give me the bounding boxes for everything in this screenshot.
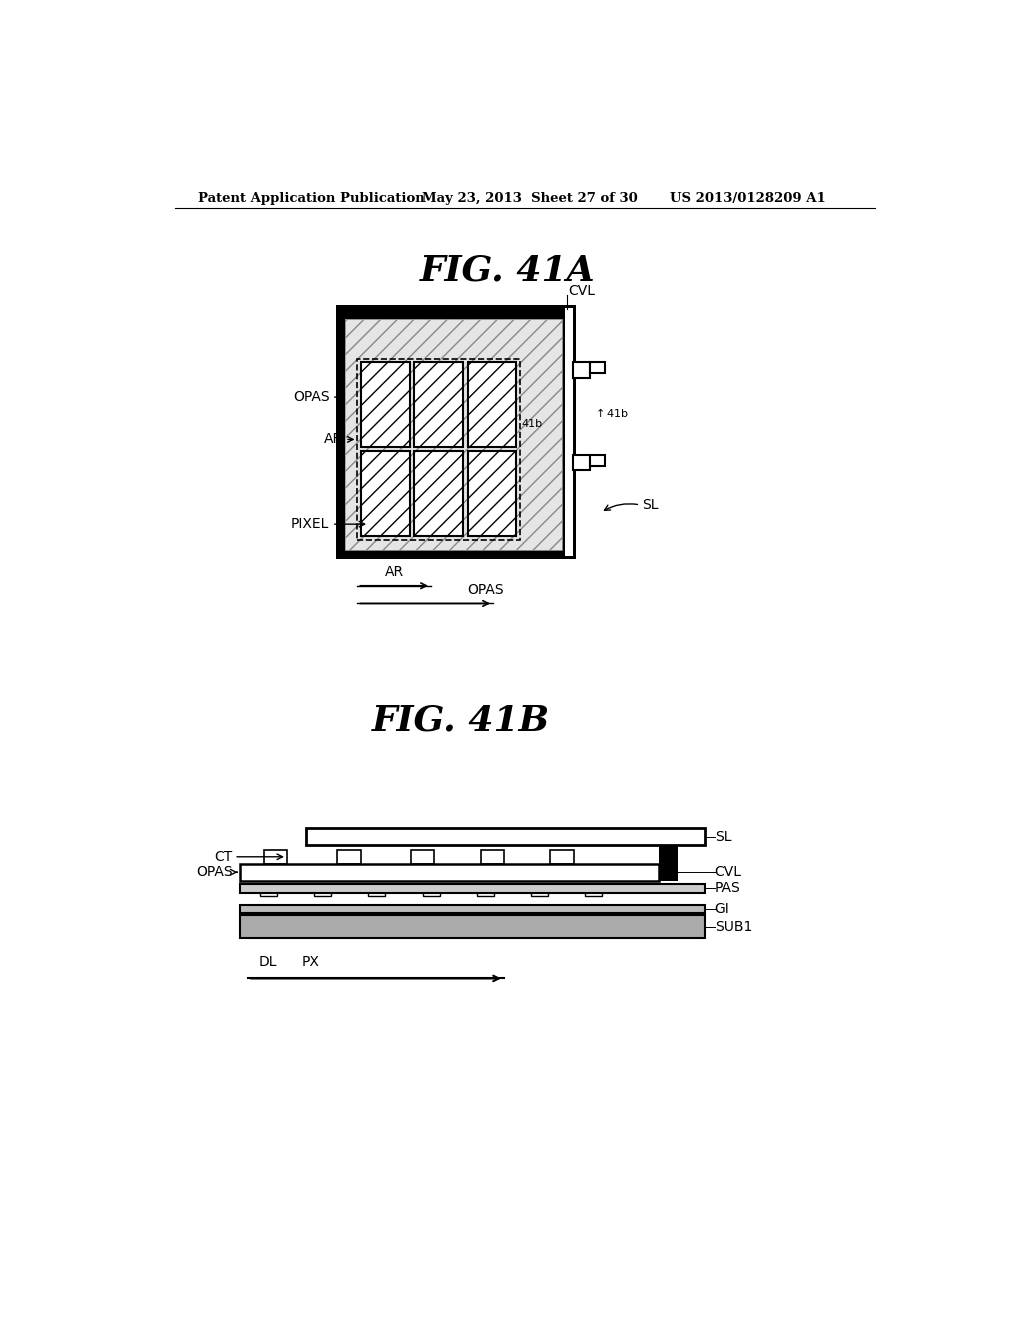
Bar	[345, 318, 562, 354]
Bar	[415, 451, 463, 536]
Bar	[589, 884, 598, 891]
Bar	[361, 451, 410, 536]
Text: US 2013/0128209 A1: US 2013/0128209 A1	[671, 191, 826, 205]
Bar	[337, 850, 360, 863]
Bar	[241, 863, 658, 880]
Text: GI: GI	[715, 902, 729, 916]
Text: OPAS: OPAS	[293, 391, 330, 404]
Bar	[241, 884, 706, 892]
Bar	[306, 829, 706, 845]
Text: FIG. 41A: FIG. 41A	[420, 253, 596, 286]
Bar	[336, 305, 345, 558]
Bar	[535, 884, 544, 891]
Text: $\uparrow$41b: $\uparrow$41b	[593, 407, 630, 418]
Text: PIXEL: PIXEL	[291, 517, 330, 531]
Bar	[658, 829, 678, 880]
Bar	[357, 359, 520, 540]
Text: CVL: CVL	[568, 284, 595, 298]
Text: FIG. 41B: FIG. 41B	[372, 704, 550, 738]
Text: May 23, 2013  Sheet 27 of 30: May 23, 2013 Sheet 27 of 30	[423, 191, 638, 205]
Bar	[480, 850, 504, 863]
Text: SUB1: SUB1	[715, 920, 752, 933]
Bar	[263, 884, 273, 891]
Bar	[531, 884, 548, 896]
Bar	[314, 884, 331, 896]
Bar	[562, 305, 575, 558]
Bar	[590, 363, 605, 374]
Bar	[572, 363, 590, 378]
Bar	[336, 549, 575, 558]
Bar	[241, 915, 706, 939]
Text: SL: SL	[715, 830, 731, 843]
Bar	[345, 318, 562, 549]
Text: DL: DL	[258, 954, 276, 969]
Bar	[415, 363, 463, 446]
Bar	[480, 884, 489, 891]
Text: OPAS: OPAS	[196, 865, 232, 879]
Text: 41b: 41b	[521, 418, 543, 429]
Bar	[586, 884, 602, 896]
Text: Patent Application Publication: Patent Application Publication	[198, 191, 425, 205]
Bar	[263, 850, 287, 863]
Bar	[572, 455, 590, 470]
Bar	[423, 884, 439, 896]
Bar	[241, 906, 706, 913]
Bar	[336, 305, 575, 318]
Text: AR: AR	[325, 433, 343, 446]
Text: PX: PX	[301, 954, 319, 969]
Text: AR: AR	[385, 565, 403, 579]
Bar	[426, 884, 435, 891]
Bar	[361, 363, 410, 446]
Text: CVL: CVL	[715, 865, 741, 879]
Bar	[468, 451, 516, 536]
Bar	[260, 884, 276, 896]
Bar	[565, 308, 572, 556]
Bar	[317, 884, 328, 891]
Text: OPAS: OPAS	[467, 582, 504, 597]
Text: CT: CT	[214, 850, 232, 863]
Bar	[411, 850, 434, 863]
Text: SL: SL	[642, 498, 658, 512]
Bar	[468, 363, 516, 446]
Bar	[369, 884, 385, 896]
Bar	[590, 455, 605, 466]
Text: PAS: PAS	[715, 882, 740, 895]
Bar	[477, 884, 494, 896]
Bar	[372, 884, 381, 891]
Bar	[550, 850, 573, 863]
